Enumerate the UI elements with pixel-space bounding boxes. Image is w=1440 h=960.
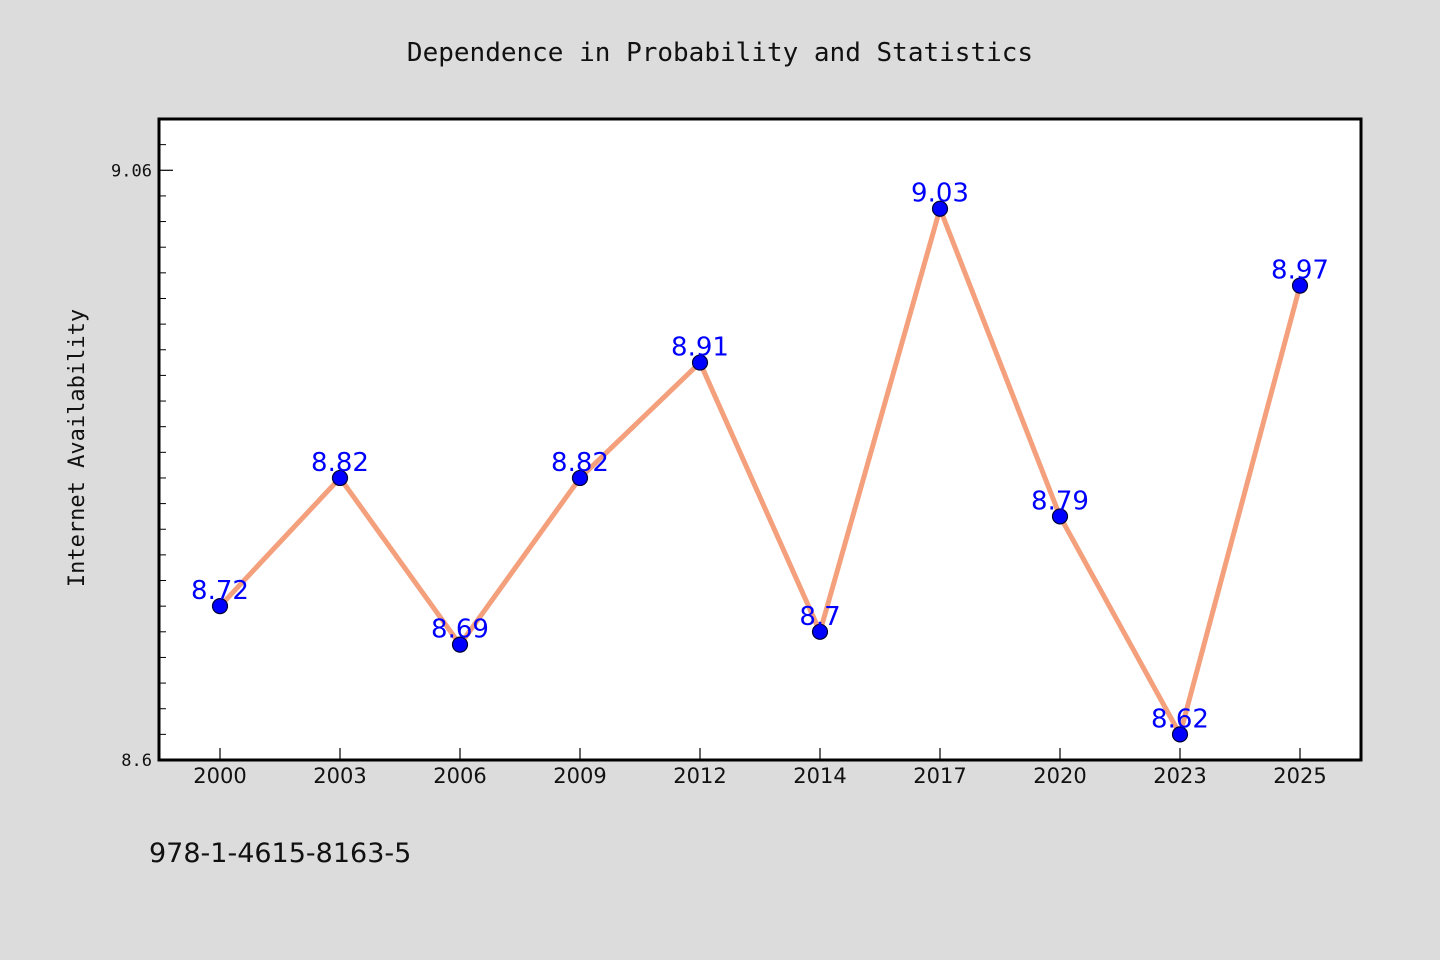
data-point-marker (331, 469, 349, 487)
data-point-marker (1171, 726, 1189, 743)
data-label: 8.91 (671, 333, 729, 363)
x-tick-label: 2012 (673, 764, 726, 788)
data-label: 8.97 (1271, 256, 1329, 286)
x-tick-label: 2006 (433, 764, 486, 788)
chart-title: Dependence in Probability and Statistics (407, 38, 1033, 68)
data-point-marker (451, 636, 469, 653)
x-tick-label: 2023 (1153, 764, 1206, 788)
y-tick-labels: 8.6 9.06 (111, 161, 152, 771)
series-line (217, 206, 1303, 737)
data-label: 8.79 (1031, 486, 1089, 516)
x-tick-label: 2025 (1273, 764, 1326, 788)
data-label: 8.62 (1151, 704, 1209, 734)
x-tick-label: 2009 (553, 764, 606, 788)
x-tick-labels: 2000 2003 2006 2009 2012 2014 2017 2020 2023 2025 (193, 764, 1326, 788)
data-label: 8.82 (551, 448, 609, 478)
x-tick-label: 2003 (313, 764, 366, 788)
data-label: 8.82 (311, 448, 369, 478)
x-ticks (219, 748, 1301, 760)
data-label: 8.69 (431, 615, 489, 645)
data-label: 8.7 (799, 602, 840, 632)
series-markers (211, 200, 1309, 743)
isbn-footnote: 978-1-4615-8163-5 (149, 838, 411, 869)
data-point-marker (1051, 508, 1069, 525)
data-point-marker (931, 200, 949, 217)
data-point-marker (691, 354, 709, 371)
x-tick-label: 2017 (913, 764, 966, 788)
y-axis-label: Internet Availability (65, 309, 90, 587)
data-point-marker (571, 469, 589, 487)
y-tick-label: 8.6 (121, 751, 152, 771)
plot-frame (157, 117, 1363, 762)
data-point-marker (811, 623, 829, 640)
y-tick-label: 9.06 (111, 161, 152, 181)
x-tick-label: 2014 (793, 764, 846, 788)
data-point-marker (1291, 277, 1309, 294)
x-tick-label: 2020 (1033, 764, 1086, 788)
data-point-marker (211, 598, 229, 615)
x-tick-label: 2000 (193, 764, 246, 788)
data-label: 8.72 (191, 576, 249, 606)
plot-area (159, 119, 1361, 760)
data-label: 9.03 (911, 179, 969, 209)
data-labels: 8.72 8.82 8.69 8.82 8.91 8.7 9.03 8.79 8.62 8.97 (191, 179, 1329, 735)
